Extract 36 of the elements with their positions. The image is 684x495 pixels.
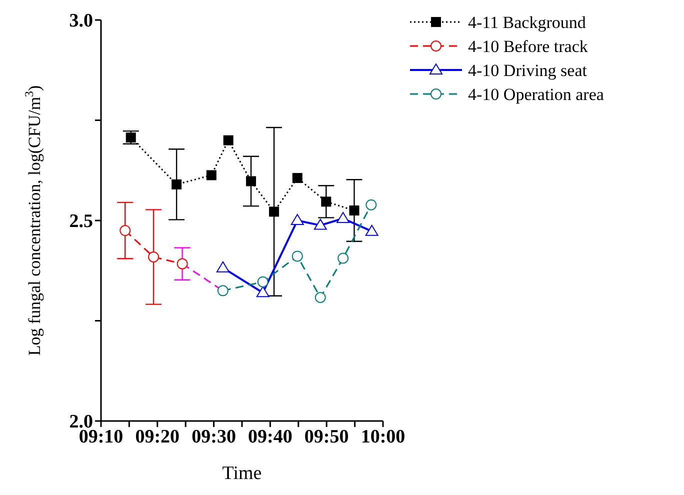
point bbox=[216, 261, 230, 272]
legend-label: 4-11 Background bbox=[468, 13, 586, 32]
y-tick-label: 2.5 bbox=[69, 211, 93, 232]
legend-label: 4-10 Operation area bbox=[468, 85, 604, 104]
x-tick-label: 09:20 bbox=[135, 426, 180, 448]
point bbox=[223, 135, 234, 146]
point bbox=[206, 170, 216, 180]
point bbox=[126, 132, 136, 142]
point bbox=[365, 224, 378, 236]
point bbox=[176, 258, 188, 270]
legend-label: 4-10 Driving seat bbox=[468, 61, 588, 80]
point bbox=[292, 172, 302, 183]
point bbox=[172, 179, 182, 190]
point bbox=[366, 199, 377, 210]
point bbox=[292, 250, 303, 262]
point bbox=[349, 205, 360, 216]
point bbox=[321, 196, 332, 207]
x-tick-label: 09:30 bbox=[192, 426, 236, 448]
point bbox=[336, 212, 350, 223]
point bbox=[246, 176, 256, 186]
point bbox=[257, 276, 268, 288]
point bbox=[290, 214, 304, 225]
point bbox=[217, 285, 228, 296]
point bbox=[314, 292, 326, 303]
x-tick-label: 09:50 bbox=[304, 426, 349, 448]
point bbox=[314, 218, 327, 230]
x-tick-label: 10:00 bbox=[360, 426, 406, 448]
y-tick-label: 3.0 bbox=[69, 10, 93, 32]
x-tick-label: 09:40 bbox=[248, 426, 292, 448]
point bbox=[120, 225, 131, 236]
legend-label: 4-10 Before track bbox=[468, 37, 588, 56]
point bbox=[148, 251, 160, 262]
x-axis-title: Time bbox=[222, 463, 262, 484]
point bbox=[338, 252, 349, 264]
point bbox=[256, 286, 270, 298]
point bbox=[269, 206, 280, 217]
